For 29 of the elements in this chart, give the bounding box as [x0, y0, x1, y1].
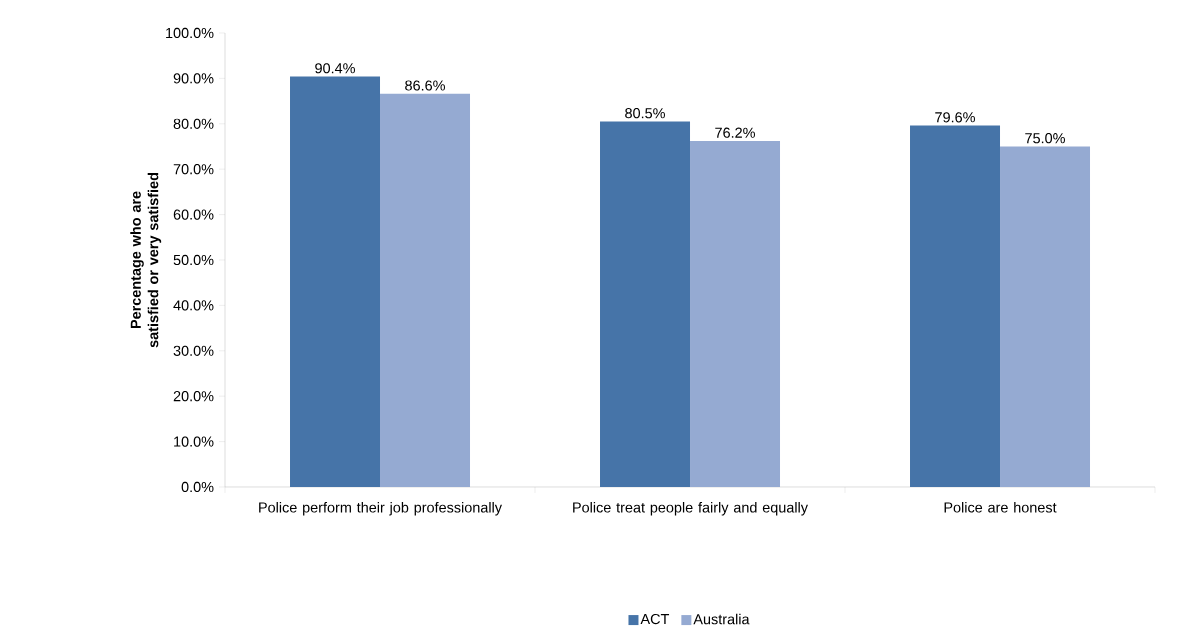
y-tick-label: 60.0% — [173, 209, 214, 220]
bar — [290, 76, 381, 487]
y-tick-label: 70.0% — [173, 164, 214, 175]
bar — [690, 141, 781, 487]
x-tick-label: Police are honest — [944, 502, 1057, 513]
y-tick-label: 50.0% — [173, 254, 214, 266]
bar — [600, 121, 691, 487]
bar — [380, 93, 471, 487]
bar — [1000, 146, 1091, 487]
x-tick-label: Police treat people fairly and equally — [573, 502, 808, 516]
bar — [910, 125, 1001, 487]
y-tick-label: 0.0% — [181, 481, 214, 493]
data-label: 79.6% — [935, 112, 975, 123]
y-tick-label: 30.0% — [173, 345, 214, 356]
y-tick-label: 10.0% — [174, 436, 214, 447]
y-axis-title: Percentage who are satisfied or very satisfied — [130, 173, 162, 348]
y-tick-label: 80.0% — [173, 118, 214, 129]
y-tick-label: 40.0% — [173, 300, 214, 311]
y-tick-label: 100.0% — [166, 27, 214, 39]
y-tick-label: 90.0% — [173, 73, 214, 84]
data-label: 75.0% — [1025, 133, 1065, 144]
x-tick-label: Police perform their job professionally — [259, 502, 502, 516]
legend-label: Australia — [693, 613, 750, 625]
data-label: 76.2% — [715, 127, 755, 138]
y-tick-label: 20.0% — [173, 391, 214, 402]
data-label: 80.5% — [625, 108, 665, 119]
data-label: 86.6% — [405, 80, 445, 91]
legend-label: ACT — [640, 613, 670, 625]
data-label: 90.4% — [315, 63, 355, 74]
